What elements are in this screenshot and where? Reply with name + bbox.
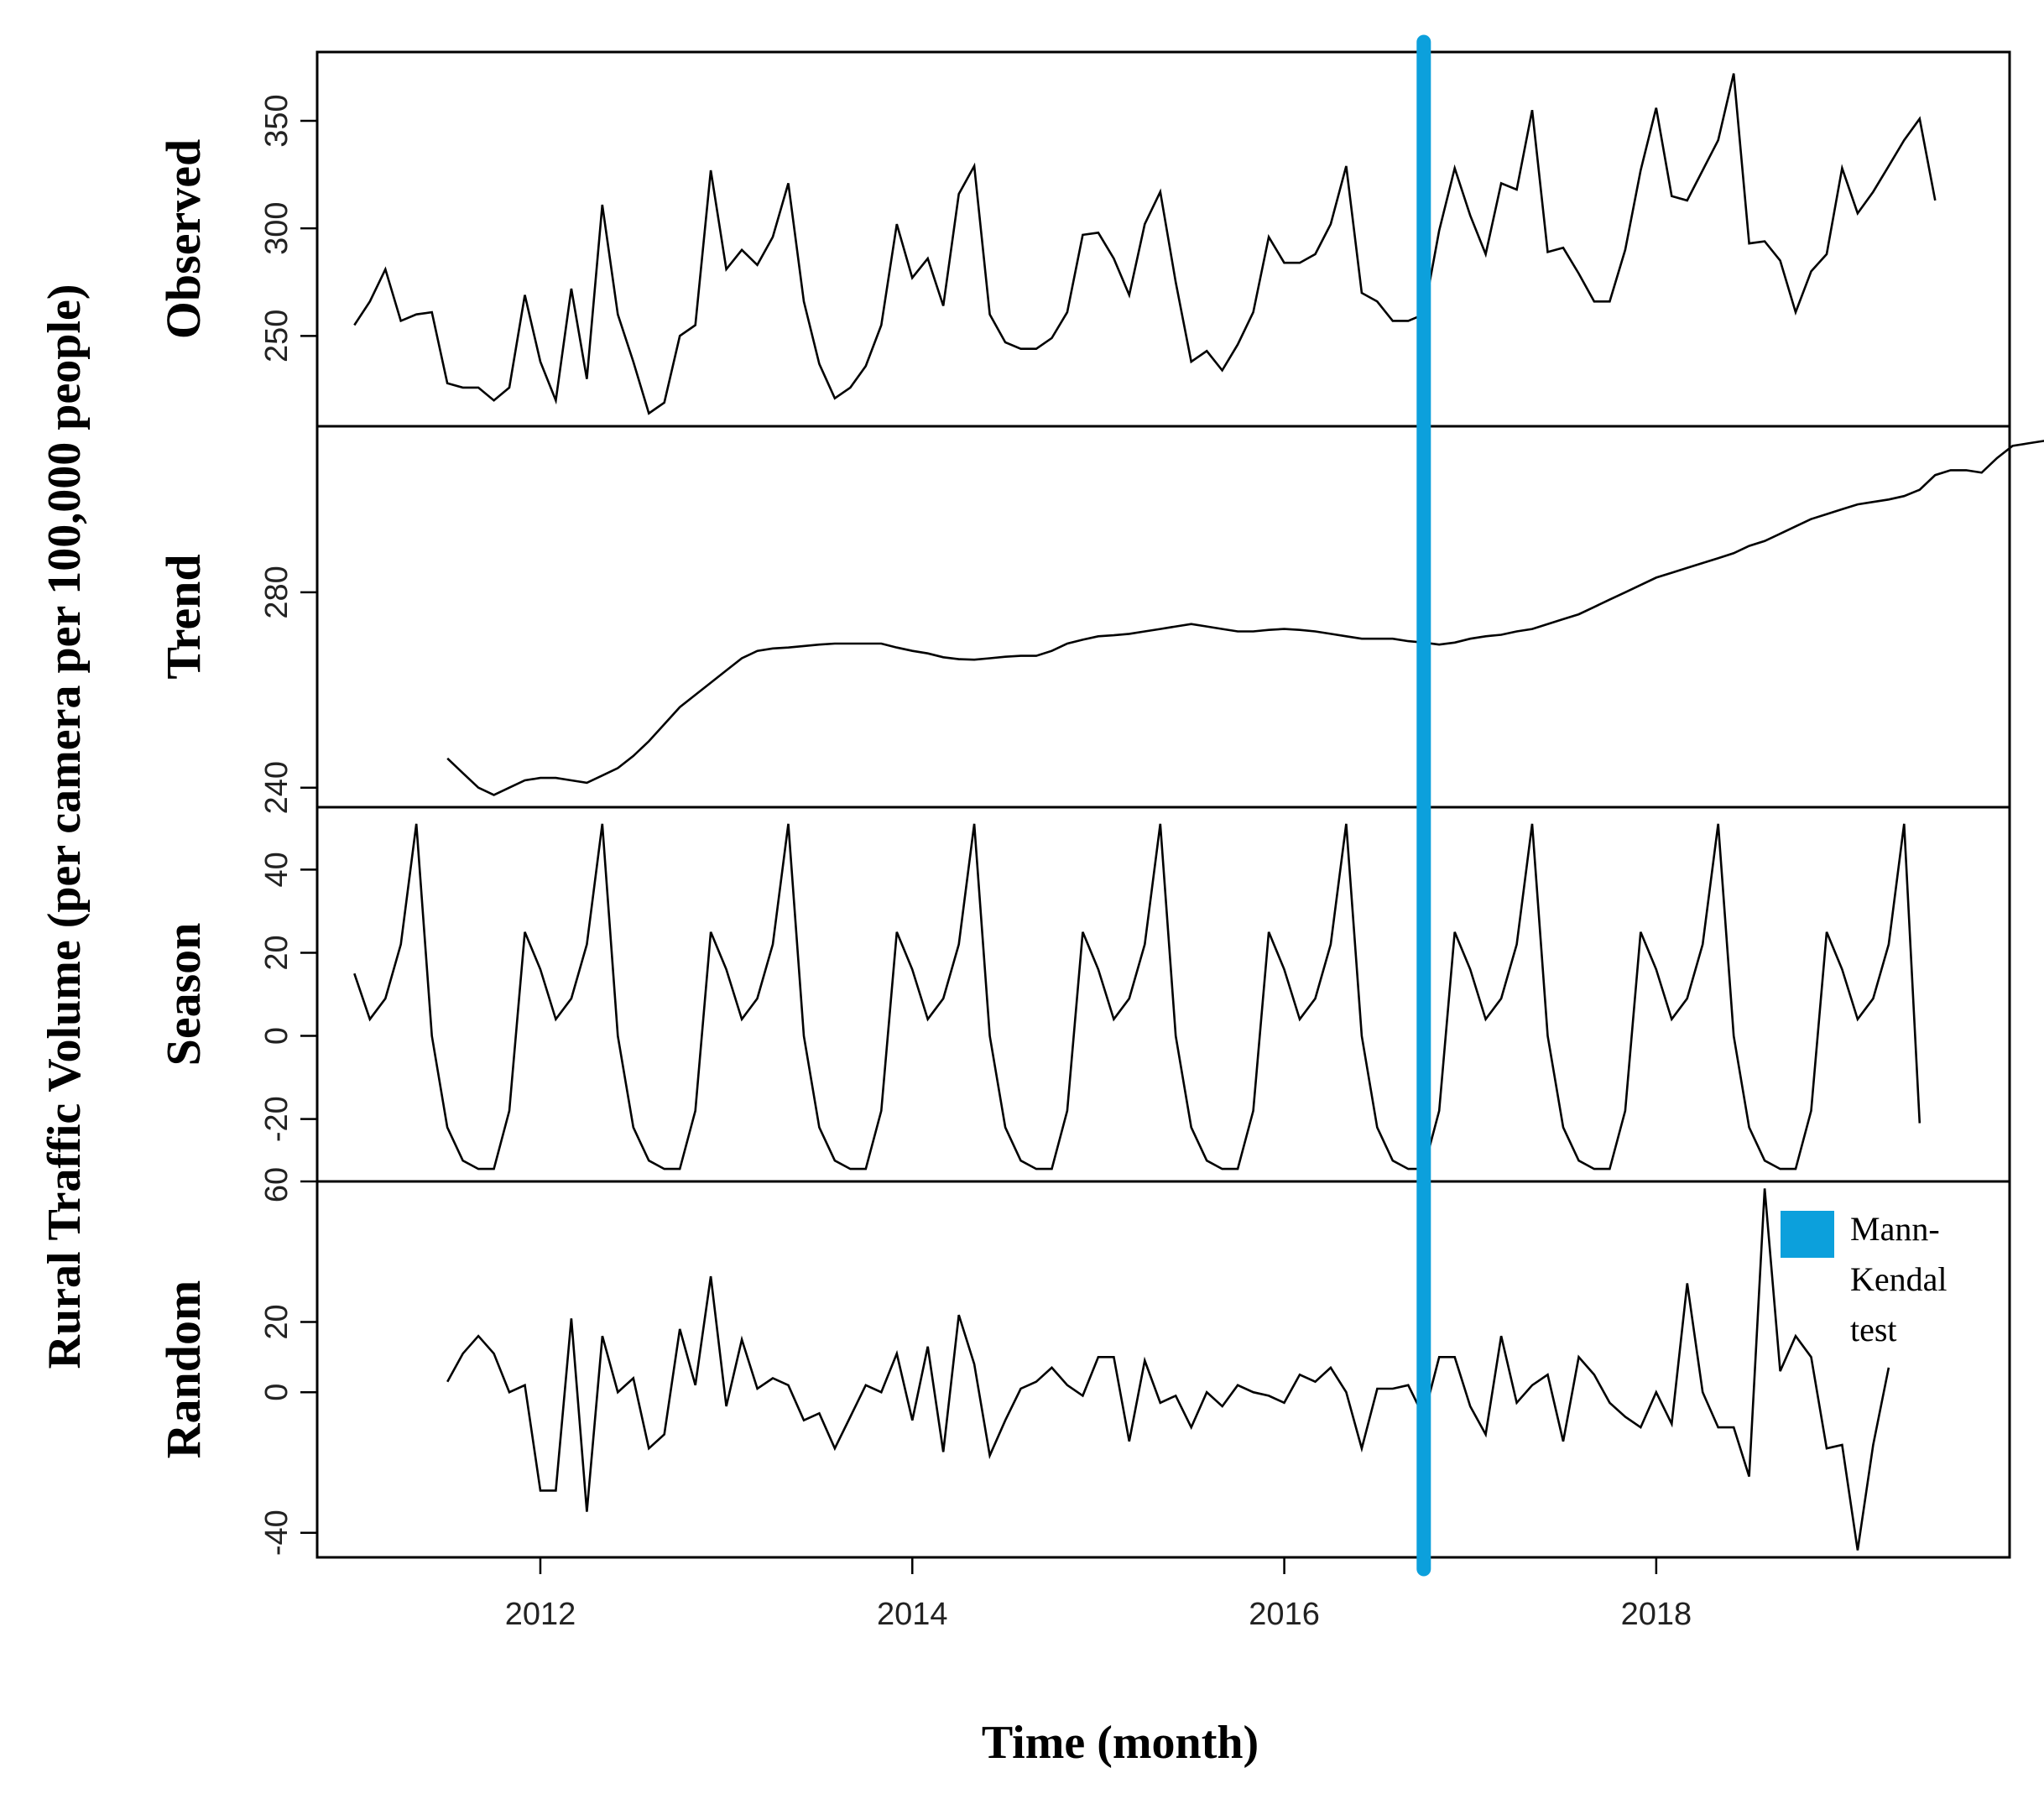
legend-label: Mann- (1850, 1210, 1940, 1248)
y-tick-label: 350 (259, 94, 295, 147)
y-tick-label: 0 (259, 1027, 295, 1045)
y-tick-label: 280 (259, 566, 295, 618)
panel-trend: 240 280 Trend (156, 440, 2044, 814)
y-tick-label: 60 (259, 1167, 295, 1202)
y-tick-label: 20 (259, 935, 295, 970)
legend: Mann- Kendal test (1781, 1210, 1948, 1348)
y-tick-label: 250 (259, 310, 295, 362)
legend-label: test (1850, 1311, 1897, 1348)
x-axis-label: Time (month) (982, 1717, 1259, 1769)
y-axis-label: Rural Traffic Volume (per camera per 100… (39, 284, 91, 1369)
legend-label: Kendal (1850, 1260, 1948, 1298)
legend-swatch (1781, 1211, 1834, 1258)
series-line-season (353, 823, 1921, 1171)
x-tick-label: 2016 (1249, 1597, 1320, 1632)
plot-border (315, 50, 2011, 1559)
x-tick-label: 2018 (1621, 1597, 1692, 1632)
panel-label: Trend (156, 554, 211, 679)
y-tick-label: 20 (259, 1304, 295, 1339)
chart-frame (315, 50, 2011, 1559)
panel-label: Observed (156, 139, 211, 339)
y-tick-label: 300 (259, 201, 295, 254)
series-line-random (446, 1188, 1890, 1551)
panel-label: Season (156, 923, 211, 1066)
series-line-observed (353, 73, 1937, 415)
x-tick-label: 2012 (505, 1597, 576, 1632)
series-line-trend (446, 440, 2044, 796)
x-tick-label: 2014 (877, 1597, 948, 1632)
y-tick-label: -20 (259, 1096, 295, 1142)
panel-season: -20 0 20 40 Season (156, 823, 1921, 1171)
panels: 250 300 350 Observed 240 280 Trend -20 0 20 40 Seas… (156, 73, 2044, 1556)
panel-observed: 250 300 350 Observed (156, 73, 1937, 415)
y-tick-label: -40 (259, 1510, 295, 1556)
y-tick-label: 40 (259, 852, 295, 887)
panel-random: -40 0 20 60 Random (156, 1167, 1890, 1556)
y-tick-label: 0 (259, 1384, 295, 1401)
x-axis: 2012 2014 2016 2018 (505, 1557, 1692, 1632)
panel-label: Random (156, 1280, 211, 1459)
y-tick-label: 240 (259, 761, 295, 814)
